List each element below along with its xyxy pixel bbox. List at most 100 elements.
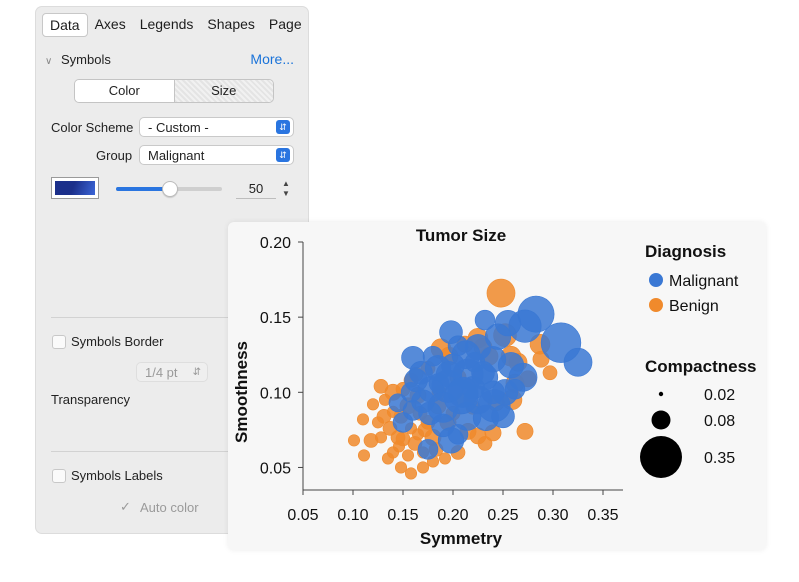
benign-point — [357, 449, 371, 462]
malignant-point — [491, 404, 515, 429]
legend-marker-malignant — [649, 273, 663, 287]
color-size-segmented-control: Color Size — [74, 79, 274, 103]
benign-point — [374, 431, 388, 444]
y-tick-label: 0.20 — [260, 235, 291, 252]
malignant-point — [404, 368, 428, 393]
slider-fill — [116, 187, 169, 191]
size-legend-marker — [658, 391, 664, 397]
benign-point — [516, 422, 534, 440]
slider-value-field[interactable]: 50 — [236, 180, 276, 199]
chart-card: Tumor Size Symmetry Smoothness 0.05 0.10 0… — [228, 222, 766, 550]
x-tick-label: 0.10 — [337, 507, 368, 524]
malignant-point — [417, 439, 439, 460]
benign-point — [371, 416, 385, 429]
color-swatch[interactable] — [51, 177, 99, 199]
size-legend-marker — [651, 410, 671, 430]
x-axis-label: Symmetry — [420, 529, 503, 548]
x-tick-label: 0.25 — [487, 507, 518, 524]
checkmark-icon[interactable]: ✓ — [120, 499, 131, 514]
axis-ticks: 0.05 0.10 0.15 0.20 0.25 0.30 0.35 0.05 0.10 0.15… — [260, 235, 619, 524]
border-weight-value: 1/4 pt — [145, 365, 178, 380]
group-popup[interactable]: Malignant ⇵ — [139, 145, 294, 165]
malignant-point — [447, 424, 469, 445]
benign-point — [366, 398, 380, 411]
section-title-symbols: Symbols — [61, 52, 111, 67]
benign-point — [356, 413, 370, 426]
benign-point — [438, 452, 452, 465]
plot-area — [302, 242, 623, 491]
inspector-tabs: Data Axes Legends Shapes Page — [42, 13, 308, 37]
malignant-point — [447, 376, 479, 408]
y-tick-label: 0.05 — [260, 460, 291, 477]
benign-point — [394, 461, 408, 474]
segment-size[interactable]: Size — [174, 80, 273, 102]
benign-point — [532, 350, 550, 368]
size-legend-label: 0.02 — [704, 387, 735, 404]
tab-data[interactable]: Data — [42, 13, 88, 37]
legend-label-malignant: Malignant — [669, 273, 739, 290]
benign-point — [486, 278, 516, 308]
gradient-swatch-fill — [55, 181, 95, 195]
benign-point — [404, 467, 418, 480]
x-tick-label: 0.35 — [587, 507, 618, 524]
more-link[interactable]: More... — [250, 51, 294, 67]
x-tick-label: 0.05 — [287, 507, 318, 524]
benign-point — [411, 428, 425, 441]
benign-point — [347, 434, 361, 447]
chart-title: Tumor Size — [416, 226, 506, 245]
auto-color-label: Auto color — [140, 500, 199, 515]
malignant-point — [401, 345, 425, 370]
stepper-icon[interactable]: ▲ ▼ — [282, 179, 290, 198]
x-tick-label: 0.20 — [437, 507, 468, 524]
symbols-border-label: Symbols Border — [71, 334, 164, 349]
size-legend-title: Compactness — [645, 357, 756, 376]
benign-point — [416, 461, 430, 474]
color-scheme-label: Color Scheme — [51, 120, 134, 135]
popup-arrows-icon: ⇵ — [192, 367, 201, 378]
scatter-chart: Tumor Size Symmetry Smoothness 0.05 0.10 0… — [232, 226, 756, 548]
tab-axes[interactable]: Axes — [94, 16, 126, 32]
data-points — [347, 278, 593, 480]
y-tick-label: 0.10 — [260, 385, 291, 402]
segment-color[interactable]: Color — [75, 80, 175, 102]
popup-arrows-icon: ⇵ — [276, 120, 290, 134]
malignant-point — [447, 335, 469, 356]
legend-label-benign: Benign — [669, 298, 719, 315]
benign-point — [381, 452, 395, 465]
x-tick-label: 0.30 — [537, 507, 568, 524]
group-value: Malignant — [148, 148, 205, 163]
color-scheme-popup[interactable]: - Custom - ⇵ — [139, 117, 294, 137]
divider — [51, 451, 251, 452]
slider-thumb[interactable] — [162, 181, 178, 197]
malignant-point — [471, 360, 495, 385]
group-label: Group — [96, 148, 133, 163]
legend-marker-benign — [649, 298, 663, 312]
shade-slider[interactable] — [116, 181, 222, 197]
malignant-point — [418, 401, 442, 426]
symbols-border-checkbox[interactable] — [52, 335, 66, 349]
malignant-point — [474, 309, 496, 331]
tab-page[interactable]: Page — [268, 16, 302, 32]
y-tick-label: 0.15 — [260, 310, 291, 327]
popup-arrows-icon: ⇵ — [276, 148, 290, 162]
legend-title: Diagnosis — [645, 242, 726, 261]
symbols-labels-label: Symbols Labels — [71, 468, 163, 483]
malignant-point — [504, 379, 526, 400]
legend: Diagnosis Compactness Malignant Benign 0.0… — [640, 242, 756, 478]
malignant-point — [563, 347, 593, 377]
border-weight-popup[interactable]: 1/4 pt ⇵ — [136, 362, 208, 382]
chevron-down-icon[interactable]: ∨ — [45, 56, 53, 67]
symbols-labels-checkbox[interactable] — [52, 469, 66, 483]
tab-shapes[interactable]: Shapes — [207, 16, 255, 32]
tab-legends[interactable]: Legends — [139, 16, 194, 32]
divider — [51, 317, 251, 318]
transparency-label: Transparency — [51, 392, 130, 407]
benign-point — [401, 449, 415, 462]
y-axis-label: Smoothness — [232, 341, 251, 443]
benign-point — [542, 365, 558, 381]
size-legend-label: 0.35 — [704, 450, 735, 467]
size-legend-label: 0.08 — [704, 413, 735, 430]
x-tick-label: 0.15 — [387, 507, 418, 524]
color-scheme-value: - Custom - — [148, 120, 209, 135]
benign-point — [477, 436, 493, 451]
